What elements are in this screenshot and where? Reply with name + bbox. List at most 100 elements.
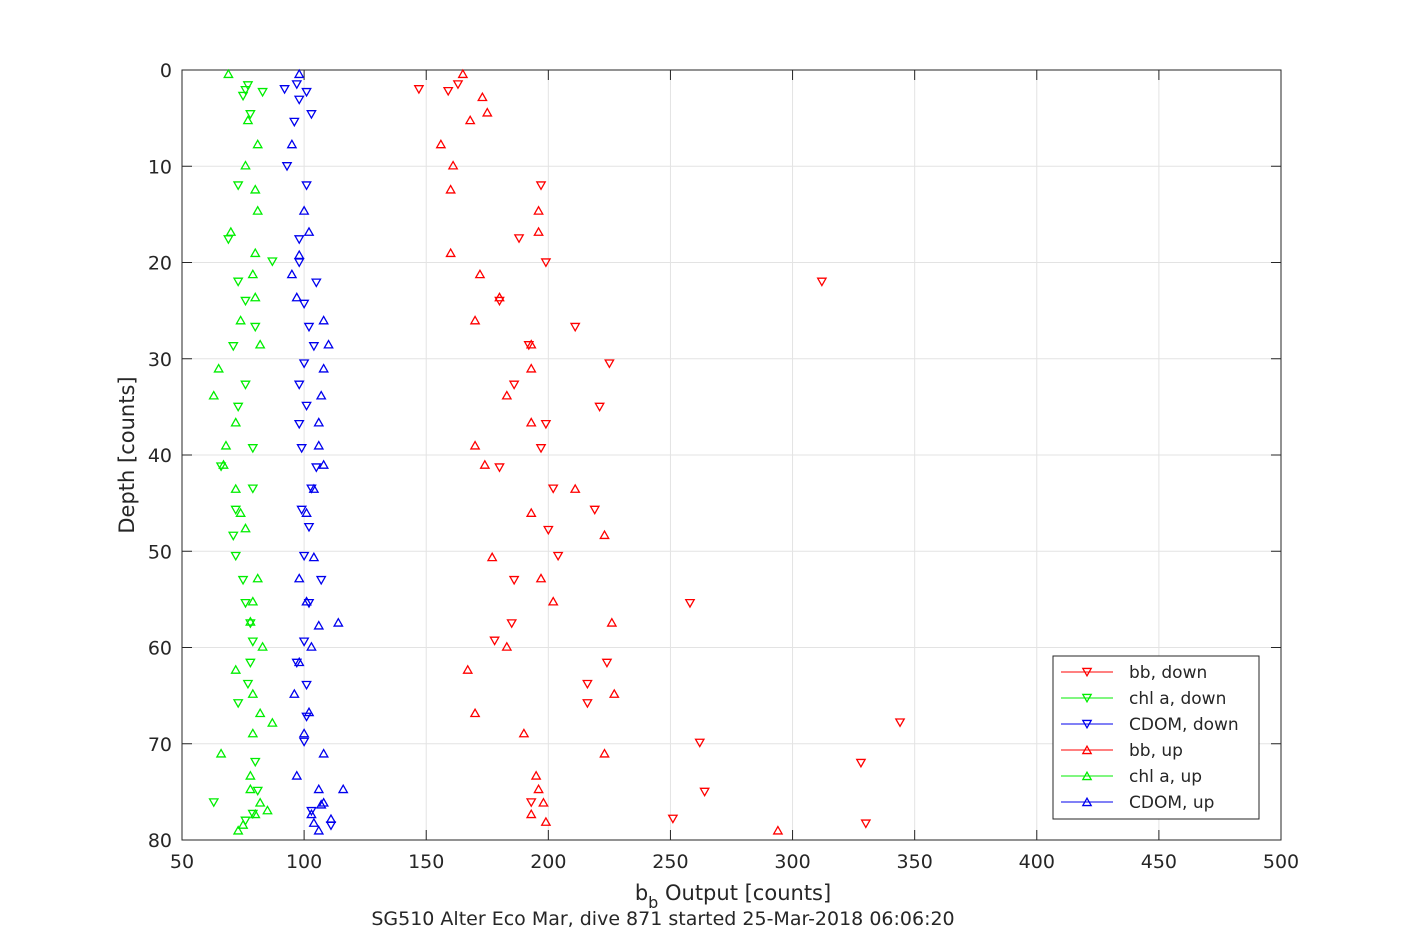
data-point (293, 419, 305, 430)
data-point (240, 523, 251, 533)
data-point (308, 483, 320, 493)
legend-marker (1081, 744, 1093, 755)
data-point (301, 596, 312, 606)
data-point (604, 359, 615, 369)
data-point (298, 728, 310, 738)
data-point (608, 688, 620, 698)
data-point (518, 728, 530, 738)
data-point (293, 235, 305, 245)
legend-marker (1081, 770, 1093, 781)
data-point (235, 507, 246, 517)
data-point (308, 342, 320, 352)
x-axis-label-rest: Output [counts] (658, 881, 831, 905)
data-point (291, 80, 303, 90)
data-point (247, 484, 259, 494)
data-point (245, 658, 256, 668)
data-point (494, 463, 505, 473)
data-point (252, 786, 264, 797)
data-point (303, 522, 315, 533)
data-point (318, 459, 329, 469)
data-point (533, 783, 544, 794)
data-point (240, 296, 251, 307)
data-point (533, 205, 544, 215)
data-point (208, 798, 220, 808)
data-point (508, 575, 520, 586)
data-point (525, 507, 537, 517)
data-point (325, 821, 337, 831)
data-point (301, 87, 312, 98)
data-point (293, 249, 305, 260)
data-point (298, 551, 310, 562)
data-point (315, 575, 327, 586)
data-point (582, 679, 593, 690)
data-point (262, 805, 273, 815)
data-point (237, 91, 249, 102)
data-point (469, 315, 481, 325)
data-point (301, 507, 312, 517)
data-point (694, 738, 706, 748)
y-tick-label: 60 (148, 638, 172, 660)
data-point (489, 636, 500, 646)
data-point (232, 181, 244, 191)
data-point (301, 680, 312, 691)
data-point (245, 770, 256, 780)
data-point (601, 658, 613, 668)
data-point (533, 226, 544, 236)
data-point (286, 139, 298, 149)
data-point (315, 390, 327, 400)
legend-marker (1081, 719, 1093, 730)
data-point (315, 799, 327, 809)
data-point (245, 110, 256, 120)
data-point (457, 68, 469, 79)
data-point (232, 699, 244, 709)
data-point (481, 107, 493, 117)
data-point (227, 342, 239, 352)
data-point (247, 637, 259, 647)
data-point (311, 278, 322, 288)
data-point (318, 315, 329, 325)
data-point (298, 737, 310, 747)
legend-label: bb, up (1129, 741, 1183, 761)
data-point (303, 599, 315, 609)
data-point (218, 459, 229, 469)
data-point (247, 268, 259, 279)
y-tick-label: 20 (148, 253, 172, 275)
data-point (306, 641, 317, 651)
legend-label: bb, down (1129, 663, 1207, 683)
data-point (313, 440, 325, 450)
data-point (413, 85, 425, 95)
data-point (296, 505, 307, 515)
data-point (594, 402, 605, 412)
data-point (540, 816, 552, 826)
data-point (247, 444, 259, 454)
data-point (267, 257, 278, 267)
data-point (486, 551, 498, 562)
data-point (298, 205, 310, 215)
data-point (308, 817, 320, 827)
figure-caption: SG510 Alter Eco Mar, dive 871 started 25… (371, 908, 954, 930)
data-point (303, 706, 315, 717)
data-point (469, 440, 481, 450)
data-point (293, 68, 305, 79)
data-point (257, 87, 268, 98)
legend-box (1052, 655, 1260, 820)
data-point (293, 573, 305, 583)
data-point (279, 85, 290, 95)
data-point (230, 505, 242, 515)
data-point (477, 91, 488, 102)
data-point (547, 596, 559, 606)
data-point (252, 205, 264, 215)
x-tick-label: 50 (170, 851, 194, 873)
data-point (252, 139, 264, 149)
data-point (308, 551, 320, 562)
data-point (249, 757, 261, 768)
data-point (860, 819, 872, 829)
data-point (249, 184, 261, 194)
data-point (535, 444, 547, 454)
data-point (227, 531, 239, 541)
data-point (506, 619, 518, 629)
data-point (501, 641, 513, 651)
data-point (208, 390, 220, 400)
data-point (235, 315, 246, 325)
data-point (855, 758, 867, 769)
